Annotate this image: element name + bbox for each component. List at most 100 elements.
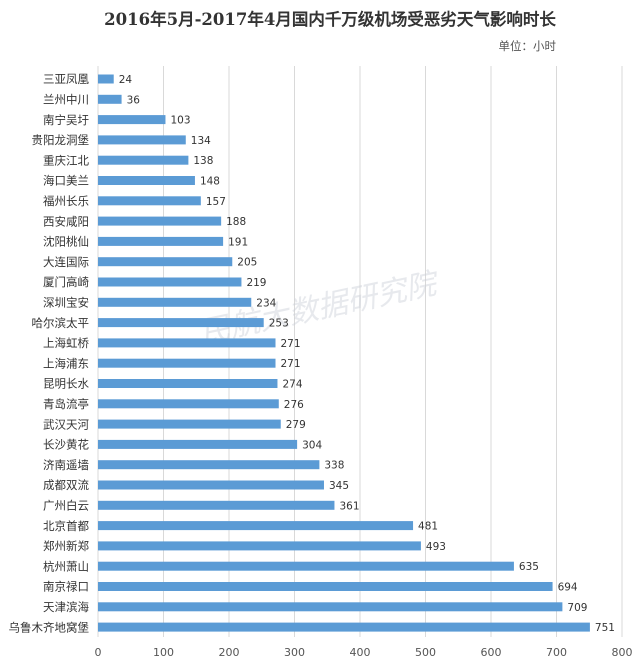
x-tick-label: 500 (415, 646, 436, 659)
value-label: 694 (558, 582, 578, 594)
category-label: 西安咸阳 (43, 214, 89, 228)
value-label: 304 (302, 439, 322, 451)
value-label: 138 (193, 155, 213, 167)
category-label: 沈阳桃仙 (43, 235, 89, 249)
x-axis-ticks: 0 100 200 300 400 500 600 700 800 (95, 646, 633, 659)
bar (98, 602, 563, 612)
value-label: 36 (127, 94, 141, 106)
bar (98, 419, 281, 429)
bar (98, 236, 224, 246)
value-label: 24 (119, 74, 133, 86)
value-label: 709 (567, 602, 587, 614)
bar (98, 176, 195, 185)
category-label: 海口美兰 (43, 174, 89, 188)
x-tick-label: 0 (95, 646, 102, 659)
x-tick-label: 800 (612, 646, 633, 659)
bar (98, 257, 233, 267)
bar (98, 358, 276, 368)
value-label: 188 (226, 216, 246, 228)
bar (98, 196, 201, 206)
value-label: 361 (339, 500, 359, 512)
bar (98, 500, 335, 510)
chart-title: 2016年5月-2017年4月国内千万级机场受恶劣天气影响时长 (104, 9, 556, 29)
bars (98, 74, 590, 632)
value-label: 481 (418, 521, 438, 533)
bar (98, 155, 189, 165)
value-label: 103 (170, 115, 190, 127)
bar (98, 115, 166, 125)
category-label: 乌鲁木齐地窝堡 (9, 620, 90, 634)
value-label: 338 (324, 460, 344, 472)
category-label: 贵阳龙洞堡 (32, 133, 90, 147)
category-label: 杭州萧山 (43, 559, 89, 573)
category-label: 重庆江北 (43, 153, 89, 167)
value-label: 205 (237, 257, 257, 269)
value-label: 191 (228, 236, 248, 248)
value-label: 345 (329, 480, 349, 492)
value-label: 219 (246, 277, 266, 289)
category-label: 北京首都 (43, 519, 89, 533)
category-label: 郑州新郑 (43, 539, 89, 553)
bar (98, 318, 264, 328)
bar (98, 582, 553, 591)
x-tick-label: 300 (284, 646, 305, 659)
category-label: 大连国际 (43, 255, 89, 269)
value-label: 279 (286, 419, 306, 431)
value-label: 234 (256, 297, 276, 309)
value-label: 134 (191, 135, 211, 147)
bar (98, 541, 421, 551)
x-tick-label: 400 (350, 646, 371, 659)
category-label: 厦门高崎 (43, 275, 89, 289)
category-label: 武汉天河 (43, 417, 89, 431)
bar (98, 338, 276, 348)
category-label: 天津滨海 (43, 600, 89, 614)
category-label: 昆明长水 (43, 377, 89, 391)
x-tick-label: 600 (481, 646, 502, 659)
bar (98, 561, 514, 571)
category-label: 深圳宝安 (43, 296, 89, 310)
bar (98, 622, 590, 632)
bar (98, 379, 278, 388)
category-label: 青岛流亭 (43, 397, 89, 411)
bar (98, 399, 279, 409)
grid-lines (97, 66, 623, 637)
bar (98, 216, 222, 226)
value-label: 148 (200, 176, 220, 188)
bar (98, 439, 298, 449)
category-label: 三亚凤凰 (43, 72, 89, 86)
x-tick-label: 200 (219, 646, 240, 659)
value-label: 751 (595, 622, 615, 634)
value-label: 276 (284, 399, 304, 411)
category-label: 福州长乐 (43, 194, 89, 208)
category-label: 长沙黄花 (43, 438, 89, 452)
x-tick-label: 700 (546, 646, 567, 659)
bar (98, 297, 252, 307)
x-tick-label: 100 (153, 646, 174, 659)
category-label: 济南遥墙 (43, 458, 89, 472)
value-label: 274 (282, 379, 302, 391)
category-label: 兰州中川 (43, 93, 89, 107)
value-label: 271 (281, 358, 301, 370)
bar (98, 74, 114, 84)
category-label: 广州白云 (43, 499, 89, 513)
category-label: 上海浦东 (43, 356, 89, 370)
category-label: 南宁吴圩 (43, 113, 89, 127)
value-label: 635 (519, 561, 539, 573)
value-label: 271 (281, 338, 301, 350)
value-label: 157 (206, 196, 226, 208)
bar (98, 480, 324, 490)
bar (98, 277, 242, 287)
unit-label: 单位：小时 (499, 39, 557, 53)
category-label: 成都双流 (43, 478, 89, 492)
bar (98, 94, 122, 104)
category-labels: 三亚凤凰兰州中川南宁吴圩贵阳龙洞堡重庆江北海口美兰福州长乐西安咸阳沈阳桃仙大连国… (9, 72, 90, 634)
category-label: 哈尔滨太平 (32, 316, 90, 330)
bar (98, 460, 320, 470)
category-label: 上海虹桥 (43, 336, 89, 350)
value-label: 493 (426, 541, 446, 553)
category-label: 南京禄口 (43, 580, 89, 594)
bar (98, 521, 414, 531)
